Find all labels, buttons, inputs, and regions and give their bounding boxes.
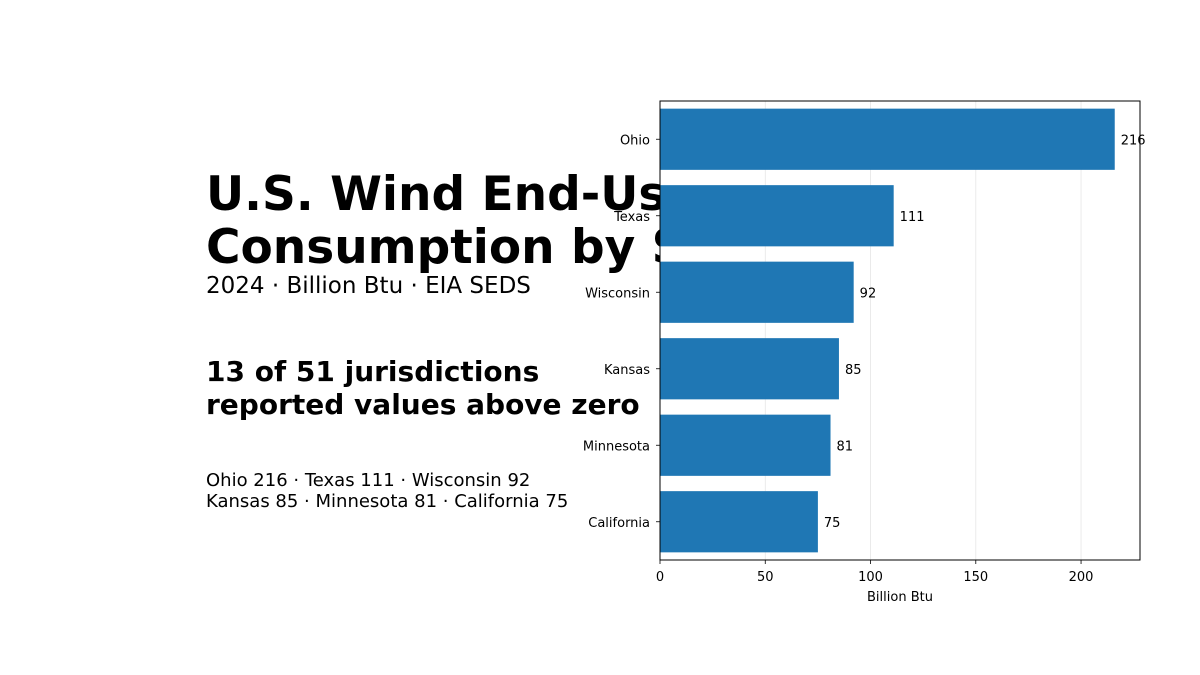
y-tick-label-3: Kansas [604,363,650,378]
bar-4 [660,414,831,476]
data-label-4: 81 [837,439,854,454]
data-label-0: 216 [1121,133,1146,148]
bar-5 [660,491,818,553]
summary-text: Ohio 216 · Texas 111 · Wisconsin 92 Kans… [206,470,568,512]
data-label-5: 75 [824,516,841,531]
x-tick-label-3: 150 [963,570,988,585]
y-tick-label-4: Minnesota [583,439,650,454]
x-tick-label-4: 200 [1069,570,1094,585]
plot-frame [659,100,1141,561]
data-label-2: 92 [860,286,877,301]
page-title-line-1: U.S. Wind End-Use [206,168,676,222]
x-axis-label: Billion Btu [867,590,933,605]
page-subtitle: 2024 · Billion Btu · EIA SEDS [206,273,531,299]
bar-0 [660,108,1115,170]
summary-line-1: Ohio 216 · Texas 111 · Wisconsin 92 [206,470,531,491]
y-tick-label-5: California [588,516,650,531]
bar-3 [660,338,839,400]
x-tick-label-0: 0 [656,570,664,585]
data-label-1: 111 [900,210,925,225]
page-title: U.S. Wind End-Use Consumption by State [206,168,676,278]
y-tick-label-1: Texas [613,210,650,225]
data-label-3: 85 [845,363,862,378]
page-title-line-2: Consumption by State [206,220,676,275]
headline: 13 of 51 jurisdictions reported values a… [206,355,640,421]
summary-line-2: Kansas 85 · Minnesota 81 · California 75 [206,491,569,512]
y-tick-label-2: Wisconsin [585,286,650,301]
plot-area [660,101,1140,560]
bar-1 [660,185,894,247]
headline-line-1: 13 of 51 jurisdictions [206,355,540,388]
x-tick-label-2: 100 [858,570,883,585]
headline-line-2: reported values above zero [206,388,640,421]
x-tick-label-1: 50 [757,570,774,585]
bar-2 [660,261,854,323]
y-tick-label-0: Ohio [620,133,650,148]
